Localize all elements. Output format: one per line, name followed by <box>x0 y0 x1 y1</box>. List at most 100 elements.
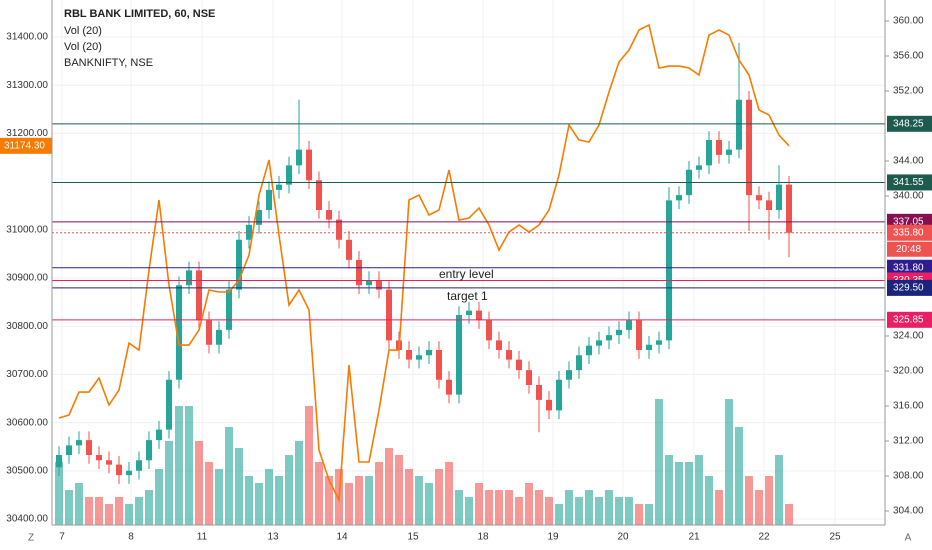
countdown-label: 20:48 <box>896 244 921 255</box>
y-tick-label: 30600.00 <box>6 417 48 428</box>
volume-bar <box>385 448 393 525</box>
level-label: 335.80 <box>893 227 924 238</box>
volume-bar <box>235 448 243 525</box>
indicator-label: Vol (20) <box>64 41 102 53</box>
candle-body <box>756 195 762 201</box>
x-tick-label: 13 <box>267 532 279 543</box>
volume-bar <box>225 427 233 525</box>
candle-body <box>566 370 572 380</box>
candle-body <box>176 285 182 380</box>
volume-bar <box>215 469 223 525</box>
candle-body <box>606 335 612 341</box>
x-tick-label: 8 <box>128 532 134 543</box>
candle-body <box>676 195 682 201</box>
volume-bar <box>365 476 373 525</box>
volume-bar <box>595 497 603 525</box>
volume-bar <box>415 476 423 525</box>
volume-bar <box>55 462 63 525</box>
y-tick-label: 31200.00 <box>6 128 48 139</box>
volume-bar <box>275 476 283 525</box>
candle-body <box>316 180 322 210</box>
volume-bar <box>555 504 563 525</box>
y2-tick-label: 356.00 <box>893 51 924 62</box>
volume-bar <box>705 476 713 525</box>
candle-body <box>406 350 412 360</box>
volume-bar <box>455 490 463 525</box>
x-tick-label: 14 <box>336 532 348 543</box>
candle-body <box>536 385 542 400</box>
candle-body <box>446 379 452 395</box>
y-tick-label: 31300.00 <box>6 80 48 91</box>
y2-tick-label: 324.00 <box>893 331 924 342</box>
y2-tick-label: 308.00 <box>893 471 924 482</box>
candle-body <box>746 99 752 196</box>
volume-bar <box>575 497 583 525</box>
candle-body <box>646 344 652 350</box>
candle-body <box>296 149 302 166</box>
y-tick-label: 30700.00 <box>6 369 48 380</box>
x-tick-label: 22 <box>758 532 770 543</box>
volume-bar <box>655 399 663 525</box>
level-badge <box>887 259 932 276</box>
volume-bar <box>515 497 523 525</box>
volume-bar <box>175 406 183 525</box>
volume-bar <box>245 476 253 525</box>
volume-bar <box>185 406 193 525</box>
volume-bar <box>145 490 153 525</box>
candle-body <box>336 219 342 240</box>
y-tick-label: 30400.00 <box>6 514 48 525</box>
candle-body <box>146 440 152 461</box>
candle-body <box>306 149 312 181</box>
candle-body <box>526 370 532 385</box>
volume-bar <box>135 497 143 525</box>
y-tick-label: 31400.00 <box>6 32 48 43</box>
volume-bar <box>425 483 433 525</box>
volume-bar <box>75 483 83 525</box>
y-tick-label: 30500.00 <box>6 465 48 476</box>
volume-bar <box>115 497 123 525</box>
legend-entry: BANKNIFTY, NSE <box>64 57 153 69</box>
last-value-badge <box>0 137 52 154</box>
volume-bar <box>605 490 613 525</box>
volume-bar <box>445 462 453 525</box>
volume-bar <box>485 490 493 525</box>
candle-body <box>586 345 592 356</box>
volume-bar <box>725 399 733 525</box>
volume-bar <box>545 497 553 525</box>
candle-body <box>766 200 772 210</box>
candle-body <box>616 329 622 336</box>
y2-tick-label: 344.00 <box>893 156 924 167</box>
candle-body <box>476 310 482 321</box>
last-value-label: 31174.30 <box>4 140 45 151</box>
x-tick-label: 25 <box>829 532 841 543</box>
countdown-badge <box>887 241 932 257</box>
volume-bar <box>475 483 483 525</box>
candle-body <box>366 280 372 286</box>
candle-body <box>386 289 392 341</box>
scale-button[interactable]: A <box>905 533 912 544</box>
level-label: 348.25 <box>893 118 924 129</box>
volume-bar <box>495 490 503 525</box>
x-tick-label: 7 <box>59 532 65 543</box>
candle-body <box>496 340 502 350</box>
candle-body <box>66 445 72 455</box>
volume-bar <box>635 504 643 525</box>
candle-body <box>576 355 582 371</box>
scale-button[interactable]: Z <box>28 533 34 544</box>
x-tick-label: 19 <box>547 532 559 543</box>
x-tick-label: 18 <box>477 532 489 543</box>
level-label: 341.55 <box>893 177 924 188</box>
volume-bar <box>435 469 443 525</box>
candle-body <box>436 350 442 380</box>
candle-body <box>626 320 632 330</box>
x-tick-label: 11 <box>197 532 208 543</box>
candle-body <box>506 350 512 360</box>
volume-bar <box>765 476 773 525</box>
volume-bar <box>345 483 353 525</box>
volume-bar <box>95 497 103 525</box>
y-tick-label: 31000.00 <box>6 224 48 235</box>
annotation: entry level <box>439 267 494 281</box>
candle-body <box>736 99 742 150</box>
volume-bar <box>585 490 593 525</box>
y-tick-label: 30800.00 <box>6 321 48 332</box>
